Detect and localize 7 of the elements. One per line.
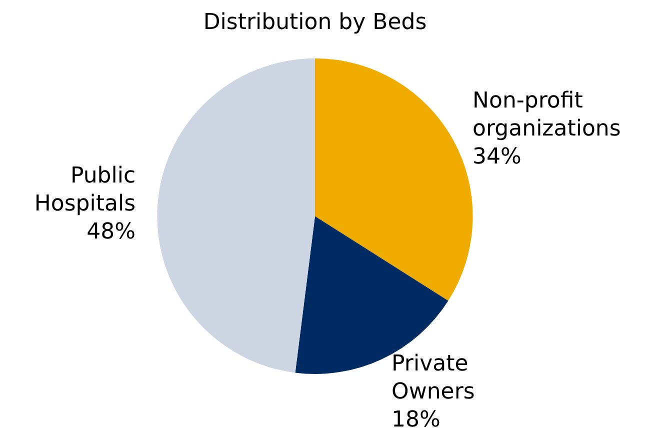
data-label: 18% bbox=[392, 408, 440, 433]
data-label: 48% bbox=[86, 220, 136, 245]
slice-label: Public Hospitals bbox=[34, 164, 136, 217]
slice-label: Non-profit organizations bbox=[472, 88, 621, 142]
data-label: 34% bbox=[472, 144, 522, 170]
chart-title: Distribution by Beds bbox=[203, 10, 427, 35]
slice-label: Private Owners bbox=[392, 352, 475, 405]
